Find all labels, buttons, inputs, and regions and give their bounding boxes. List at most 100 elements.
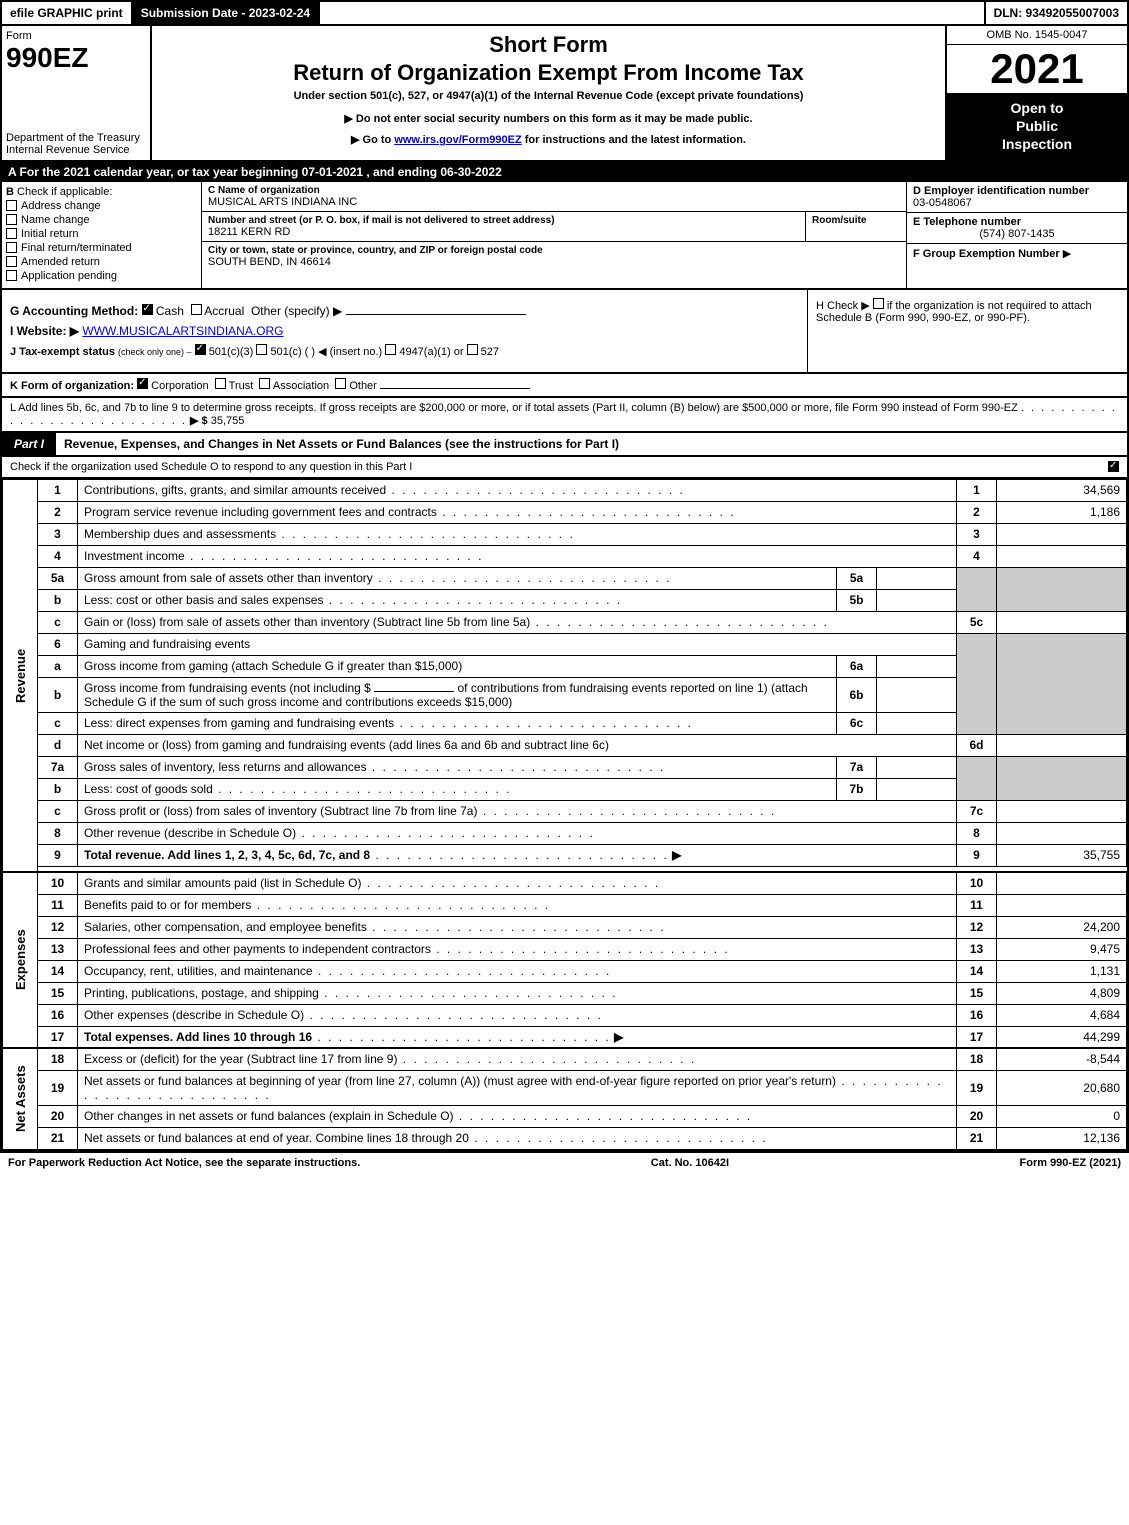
irs-link-line: ▶ Go to www.irs.gov/Form990EZ for instru…: [158, 133, 939, 146]
page-footer: For Paperwork Reduction Act Notice, see …: [0, 1152, 1129, 1173]
org-street: 18211 KERN RD: [208, 226, 799, 238]
ghi-left: G Accounting Method: Cash Accrual Other …: [2, 290, 807, 372]
column-b: B Check if applicable: Address change Na…: [2, 182, 202, 288]
footer-right: Form 990-EZ (2021): [1020, 1157, 1122, 1169]
amt-10: [997, 872, 1127, 894]
other-org-input[interactable]: [380, 388, 530, 389]
cb-initial-return[interactable]: Initial return: [6, 228, 197, 240]
l-arrow: ▶ $: [190, 415, 208, 427]
f-label: F Group Exemption Number: [913, 248, 1060, 260]
amt-20: 0: [997, 1105, 1127, 1127]
l-gross-receipts-line: L Add lines 5b, 6c, and 7b to line 9 to …: [0, 398, 1129, 433]
vlabel-netassets: Net Assets: [3, 1048, 38, 1149]
d-ein-row: D Employer identification number 03-0548…: [907, 182, 1127, 213]
cb-cash[interactable]: [142, 304, 153, 315]
form-label: Form: [6, 30, 146, 42]
line-5a: 5aGross amount from sale of assets other…: [3, 567, 1127, 589]
cb-schedule-b[interactable]: [873, 298, 884, 309]
amt-15: 4,809: [997, 982, 1127, 1004]
line-13: 13Professional fees and other payments t…: [3, 938, 1127, 960]
cb-final-return[interactable]: Final return/terminated: [6, 242, 197, 254]
h-text1: H Check ▶: [816, 300, 870, 312]
part1-header: Part I Revenue, Expenses, and Changes in…: [0, 433, 1129, 457]
room-label: Room/suite: [812, 215, 900, 226]
cb-association[interactable]: [259, 378, 270, 389]
lines-table: Revenue 1Contributions, gifts, grants, a…: [2, 479, 1127, 1150]
amt-1: 34,569: [997, 479, 1127, 501]
line-10: Expenses 10Grants and similar amounts pa…: [3, 872, 1127, 894]
6b-amount-input[interactable]: [374, 691, 454, 692]
line-1: Revenue 1Contributions, gifts, grants, a…: [3, 479, 1127, 501]
cb-name-change[interactable]: Name change: [6, 214, 197, 226]
line-5c: cGain or (loss) from sale of assets othe…: [3, 611, 1127, 633]
other-specify-input[interactable]: [346, 314, 526, 315]
top-bar-spacer: [320, 2, 983, 24]
org-city: SOUTH BEND, IN 46614: [208, 256, 900, 268]
website-link[interactable]: WWW.MUSICALARTSINDIANA.ORG: [82, 324, 283, 338]
title-return-exempt: Return of Organization Exempt From Incom…: [158, 60, 939, 86]
line-3: 3Membership dues and assessments 3: [3, 523, 1127, 545]
cb-schedule-o[interactable]: [1108, 461, 1119, 472]
cb-accrual[interactable]: [191, 304, 202, 315]
amt-17: 44,299: [997, 1026, 1127, 1048]
irs-link[interactable]: www.irs.gov/Form990EZ: [394, 134, 521, 146]
org-name: MUSICAL ARTS INDIANA INC: [208, 196, 900, 208]
amt-8: [997, 822, 1127, 844]
line-7c: cGross profit or (loss) from sales of in…: [3, 800, 1127, 822]
cb-501c[interactable]: [256, 344, 267, 355]
i-label: I Website: ▶: [10, 324, 79, 338]
part1-check-text: Check if the organization used Schedule …: [10, 461, 412, 473]
row-a-tax-year: A For the 2021 calendar year, or tax yea…: [0, 162, 1129, 182]
top-bar: efile GRAPHIC print Submission Date - 20…: [0, 0, 1129, 26]
phone-value: (574) 807-1435: [913, 228, 1121, 240]
department-label: Department of the Treasury Internal Reve…: [6, 132, 146, 156]
cb-address-change[interactable]: Address change: [6, 200, 197, 212]
cb-application-pending[interactable]: Application pending: [6, 270, 197, 282]
cb-527[interactable]: [467, 344, 478, 355]
j-tax-exempt-line: J Tax-exempt status (check only one) ‒ 5…: [10, 344, 799, 358]
amt-11: [997, 894, 1127, 916]
amt-3: [997, 523, 1127, 545]
cb-501c3[interactable]: [195, 344, 206, 355]
l-text: L Add lines 5b, 6c, and 7b to line 9 to …: [10, 402, 1018, 414]
subtitle-section: Under section 501(c), 527, or 4947(a)(1)…: [158, 90, 939, 102]
amt-9: 35,755: [997, 844, 1127, 866]
cb-corporation[interactable]: [137, 378, 148, 389]
line-6d: dNet income or (loss) from gaming and fu…: [3, 734, 1127, 756]
open-to-public-box: Open to Public Inspection: [947, 93, 1127, 160]
b-label: B: [6, 186, 14, 198]
d-label: D Employer identification number: [913, 185, 1121, 197]
tax-year: 2021: [947, 45, 1127, 93]
amt-5c: [997, 611, 1127, 633]
cb-other-org[interactable]: [335, 378, 346, 389]
part1-table: Revenue 1Contributions, gifts, grants, a…: [0, 479, 1129, 1152]
line-11: 11Benefits paid to or for members 11: [3, 894, 1127, 916]
f-arrow: ▶: [1063, 248, 1071, 260]
ssn-warning: ▶ Do not enter social security numbers o…: [158, 112, 939, 125]
line-19: 19Net assets or fund balances at beginni…: [3, 1070, 1127, 1105]
line-2: 2Program service revenue including gover…: [3, 501, 1127, 523]
ein-value: 03-0548067: [913, 197, 1121, 209]
column-c: C Name of organization MUSICAL ARTS INDI…: [202, 182, 907, 288]
c-city-row: City or town, state or province, country…: [202, 242, 906, 271]
k-form-org-line: K Form of organization: Corporation Trus…: [0, 374, 1129, 398]
amt-12: 24,200: [997, 916, 1127, 938]
efile-print-label: efile GRAPHIC print: [2, 2, 131, 24]
line-4: 4Investment income 4: [3, 545, 1127, 567]
h-schedule-b: H Check ▶ if the organization is not req…: [807, 290, 1127, 372]
i-website-line: I Website: ▶ WWW.MUSICALARTSINDIANA.ORG: [10, 324, 799, 338]
amt-19: 20,680: [997, 1070, 1127, 1105]
e-label: E Telephone number: [913, 216, 1121, 228]
cb-4947[interactable]: [385, 344, 396, 355]
cb-trust[interactable]: [215, 378, 226, 389]
line-8: 8Other revenue (describe in Schedule O) …: [3, 822, 1127, 844]
f-group-row: F Group Exemption Number ▶: [907, 244, 1127, 263]
amt-2: 1,186: [997, 501, 1127, 523]
amt-18: -8,544: [997, 1048, 1127, 1070]
column-def: D Employer identification number 03-0548…: [907, 182, 1127, 288]
submission-date: Submission Date - 2023-02-24: [133, 2, 318, 24]
part1-check-line: Check if the organization used Schedule …: [0, 457, 1129, 479]
cb-amended-return[interactable]: Amended return: [6, 256, 197, 268]
header-right: OMB No. 1545-0047 2021 Open to Public In…: [947, 26, 1127, 160]
line-18: Net Assets 18Excess or (deficit) for the…: [3, 1048, 1127, 1070]
